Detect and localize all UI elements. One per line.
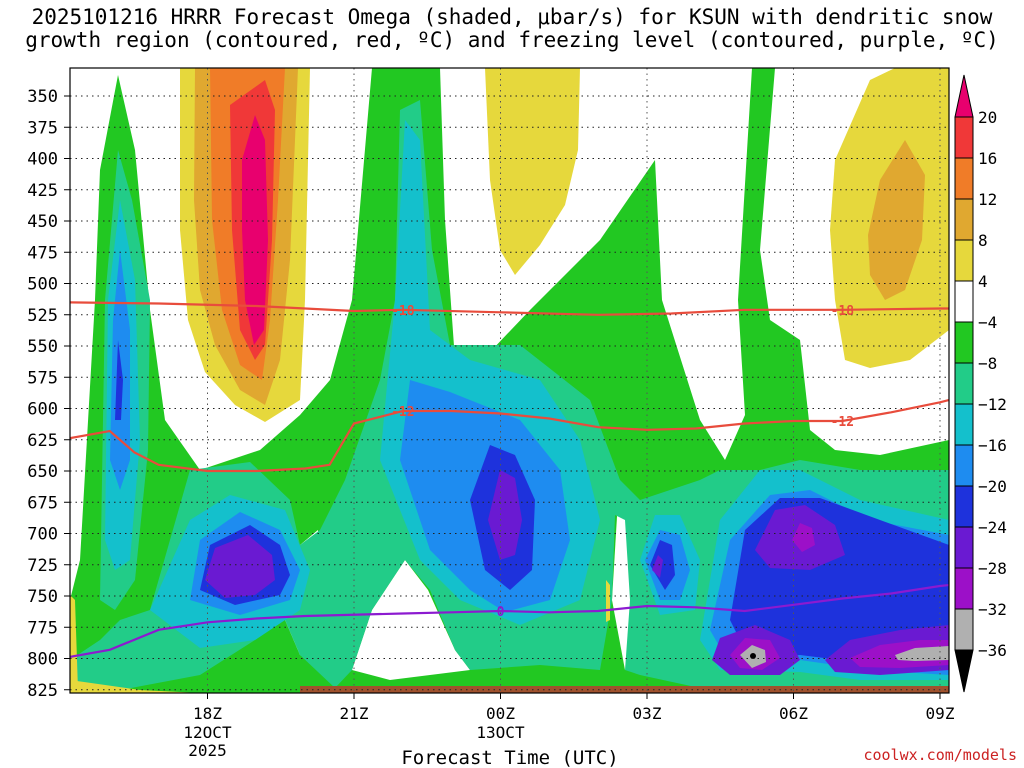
- y-tick-label-450: 450: [27, 212, 58, 232]
- y-tick-label-600: 600: [27, 400, 58, 420]
- chart-title-line2: growth region (contoured, red, ºC) and f…: [25, 28, 999, 52]
- ground-level: [300, 686, 949, 693]
- contour-label-dendritic-minus-18-1: -18: [831, 304, 855, 319]
- contour-dendritic-minus-18: [70, 301, 949, 316]
- colorbar-label-1: 16: [978, 149, 997, 168]
- omega-region-plus-4-e: [606, 580, 610, 622]
- y-tick-label-575: 575: [27, 368, 58, 388]
- omega-region-plus-8-c: [868, 140, 925, 300]
- contour-lines: -18 -18 -12 -12 0: [70, 301, 949, 659]
- y-tick-label-625: 625: [27, 431, 58, 451]
- colorbar-swatch-7: [954, 362, 974, 405]
- colorbar-swatch-3: [954, 198, 974, 241]
- omega-region-minus-24-column: [115, 340, 123, 420]
- colorbar-triangle-top: [954, 74, 974, 118]
- gridlines: [70, 68, 949, 693]
- contour-label-dendritic-minus-18-0: -18: [391, 304, 415, 319]
- colorbar-swatch-10: [954, 485, 974, 528]
- contour-label-dendritic-minus-12-1: -12: [831, 415, 854, 430]
- colorbar-swatch-1: [954, 116, 974, 159]
- x-tick-label-18Z: 18Z: [193, 704, 222, 723]
- omega-region-minus-24-c: [650, 540, 675, 590]
- omega-region-low-hole-b: [352, 560, 470, 680]
- colorbar-swatch-11: [954, 526, 974, 569]
- x-tick-label-21Z: 21Z: [340, 704, 369, 723]
- y-tick-label-650: 650: [27, 462, 58, 482]
- y-tick-label-525: 525: [27, 306, 58, 326]
- omega-region-minus-36-b: [895, 646, 949, 661]
- omega-region-minus-32-a: [792, 523, 815, 552]
- omega-region-plus-20-a: [242, 115, 268, 345]
- x-tick-label-00Z: 00Z: [486, 704, 515, 723]
- omega-region-plus-4-f: [70, 680, 200, 693]
- y-tick-label-400: 400: [27, 150, 58, 170]
- y-tick-label-375: 375: [27, 118, 58, 138]
- colorbar-label-10: −24: [978, 518, 1007, 537]
- omega-region-plus-4-d: [70, 595, 78, 693]
- x-tick-date-18Z: 12OCT: [183, 723, 232, 742]
- colorbar-swatch-12: [954, 567, 974, 610]
- y-tick-label-800: 800: [27, 650, 58, 670]
- y-tick-label-775: 775: [27, 618, 58, 638]
- colorbar-label-6: −8: [978, 354, 997, 373]
- colorbar-label-12: −32: [978, 600, 1007, 619]
- colorbar-label-5: −4: [978, 313, 997, 332]
- x-tick-label-06Z: 06Z: [779, 704, 808, 723]
- x-tick-date-00Z: 13OCT: [476, 723, 525, 742]
- colorbar-swatch-13: [954, 608, 974, 651]
- colorbar-label-11: −28: [978, 559, 1007, 578]
- x-axis-title: Forecast Time (UTC): [401, 747, 618, 768]
- colorbar-swatch-5: [954, 280, 974, 323]
- y-tick-label-350: 350: [27, 87, 58, 107]
- y-tick-label-425: 425: [27, 181, 58, 201]
- y-tick-label-750: 750: [27, 587, 58, 607]
- omega-region-minus-28-a: [205, 535, 275, 598]
- colorbar: 20 16 12 8 4 −4 −8 −12 −16 −20 −24 −28 −32 −36: [954, 74, 1007, 693]
- x-tick-label-03Z: 03Z: [633, 704, 662, 723]
- y-tick-label-475: 475: [27, 243, 58, 263]
- contour-label-dendritic-minus-12-0: -12: [391, 405, 414, 420]
- colorbar-swatch-2: [954, 157, 974, 200]
- colorbar-swatch-9: [954, 444, 974, 487]
- colorbar-swatch-8: [954, 403, 974, 446]
- omega-region-minimum: [750, 653, 756, 659]
- y-axis: 350 375 400 425 450 475 500 525 550 575 600 625 650 6…: [27, 87, 70, 701]
- omega-region-minus-28-b: [488, 470, 522, 560]
- colorbar-label-9: −20: [978, 477, 1007, 496]
- contour-label-freezing-level-0-0: 0: [497, 605, 505, 620]
- y-tick-label-550: 550: [27, 337, 58, 357]
- colorbar-label-13: −36: [978, 641, 1007, 660]
- plot-area: -18 -18 -12 -12 0: [70, 68, 949, 693]
- colorbar-label-0: 20: [978, 108, 997, 127]
- colorbar-label-4: 4: [978, 272, 988, 291]
- chart-title-line1: 2025101216 HRRR Forecast Omega (shaded, …: [31, 5, 993, 29]
- x-tick-year-18Z: 2025: [188, 741, 227, 760]
- omega-region-plus-4-b: [485, 68, 580, 275]
- y-tick-label-500: 500: [27, 275, 58, 295]
- y-tick-label-675: 675: [27, 493, 58, 513]
- y-tick-label-725: 725: [27, 556, 58, 576]
- y-tick-label-700: 700: [27, 525, 58, 545]
- colorbar-label-8: −16: [978, 436, 1007, 455]
- contour-dendritic-minus-12: [70, 398, 949, 473]
- colorbar-swatch-4: [954, 239, 974, 282]
- colorbar-label-2: 12: [978, 190, 997, 209]
- omega-region-minus-28-c: [652, 555, 663, 578]
- y-tick-label-825: 825: [27, 681, 58, 701]
- chart-title: 2025101216 HRRR Forecast Omega (shaded, …: [0, 6, 1024, 52]
- colorbar-label-7: −12: [978, 395, 1007, 414]
- contour-freezing-level-0: [70, 583, 949, 659]
- colorbar-triangle-bottom: [954, 649, 974, 693]
- credit-text: coolwx.com/models: [863, 746, 1017, 764]
- colorbar-swatch-6: [954, 321, 974, 364]
- plot-frame: [69, 67, 950, 694]
- colorbar-label-3: 8: [978, 231, 988, 250]
- x-tick-label-09Z: 09Z: [926, 704, 955, 723]
